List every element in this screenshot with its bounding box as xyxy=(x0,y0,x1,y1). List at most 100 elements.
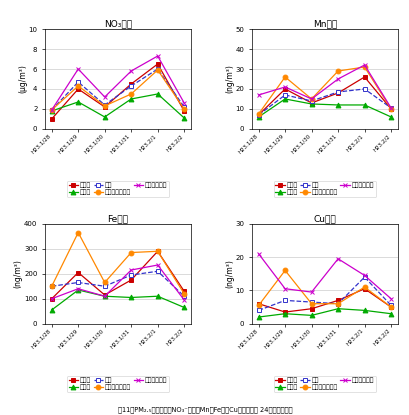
Legend: 泰大津, 富田林, 高石, 堪賃（大阪市）, 三宝（堂市）: 泰大津, 富田林, 高石, 堪賃（大阪市）, 三宝（堂市） xyxy=(67,376,169,392)
富田林 xyxy=(361,308,366,313)
富田林 xyxy=(76,100,81,105)
高石 xyxy=(102,284,107,289)
高石 xyxy=(388,105,393,110)
泰大津 xyxy=(76,86,81,91)
富田林 xyxy=(256,115,261,120)
高石 xyxy=(308,98,313,103)
Line: 富田林: 富田林 xyxy=(256,306,393,320)
三宝（堂市） xyxy=(128,68,133,73)
堪賃（大阪市） xyxy=(76,83,81,88)
三宝（堂市） xyxy=(49,107,54,112)
高石 xyxy=(181,294,186,299)
泰大津 xyxy=(282,310,287,315)
高石 xyxy=(335,90,340,95)
高石 xyxy=(155,269,160,274)
高石 xyxy=(128,273,133,278)
堪賃（大阪市） xyxy=(335,68,340,73)
堪賃（大阪市） xyxy=(102,103,107,108)
堪賃（大阪市） xyxy=(308,301,313,306)
三宝（堂市） xyxy=(76,286,81,291)
泰大津 xyxy=(155,249,160,254)
泰大津 xyxy=(335,298,340,303)
堪賃（大阪市） xyxy=(388,107,393,112)
Line: 泰大津: 泰大津 xyxy=(256,75,393,117)
富田林 xyxy=(335,103,340,107)
Y-axis label: (μg/m³): (μg/m³) xyxy=(18,65,27,93)
三宝（堂市） xyxy=(335,76,340,81)
高石 xyxy=(128,83,133,88)
三宝（堂市） xyxy=(361,273,366,278)
富田林 xyxy=(155,91,160,96)
高石 xyxy=(388,303,393,308)
富田林 xyxy=(181,305,186,310)
富田林 xyxy=(361,103,366,107)
堪賃（大阪市） xyxy=(155,249,160,254)
Y-axis label: (ng/m³): (ng/m³) xyxy=(225,65,234,93)
富田林 xyxy=(49,308,54,312)
Line: 泰大津: 泰大津 xyxy=(49,249,186,301)
高石 xyxy=(102,103,107,107)
堪賃（大阪市） xyxy=(335,301,340,306)
堪賃（大阪市） xyxy=(181,107,186,112)
泰大津 xyxy=(308,306,313,311)
Title: Mn濃度: Mn濃度 xyxy=(312,19,336,28)
Line: 富田林: 富田林 xyxy=(49,92,186,120)
三宝（堂市） xyxy=(388,296,393,301)
三宝（堂市） xyxy=(256,93,261,98)
泰大津 xyxy=(388,107,393,112)
Line: 泰大津: 泰大津 xyxy=(49,61,186,121)
富田林 xyxy=(102,294,107,299)
Line: 高石: 高石 xyxy=(256,275,393,313)
高石 xyxy=(49,107,54,112)
三宝（堂市） xyxy=(282,85,287,90)
Title: Fe濃度: Fe濃度 xyxy=(107,214,128,223)
富田林 xyxy=(49,108,54,113)
泰大津 xyxy=(256,301,261,306)
堪賃（大阪市） xyxy=(282,268,287,273)
堪賃（大阪市） xyxy=(256,303,261,308)
富田林 xyxy=(256,315,261,320)
Line: 三宝（堂市）: 三宝（堂市） xyxy=(256,63,393,110)
富田林 xyxy=(308,313,313,318)
堪賃（大阪市） xyxy=(49,284,54,289)
泰大津 xyxy=(49,296,54,301)
三宝（堂市） xyxy=(256,251,261,256)
高石 xyxy=(49,284,54,289)
泰大津 xyxy=(282,86,287,91)
Line: 富田林: 富田林 xyxy=(256,97,393,120)
Legend: 泰大津, 富田林, 高石, 堪賃（大阪市）, 三宝（堂市）: 泰大津, 富田林, 高石, 堪賃（大阪市）, 三宝（堂市） xyxy=(67,181,169,197)
泰大津 xyxy=(388,305,393,310)
高石 xyxy=(76,80,81,85)
堪賃（大阪市） xyxy=(308,96,313,101)
三宝（堂市） xyxy=(335,256,340,261)
三宝（堂市） xyxy=(308,290,313,295)
堪賃（大阪市） xyxy=(361,64,366,69)
富田林 xyxy=(128,295,133,300)
Line: 高石: 高石 xyxy=(49,269,186,299)
Line: 高石: 高石 xyxy=(256,87,393,117)
富田林 xyxy=(128,96,133,101)
高石 xyxy=(256,308,261,313)
堪賃（大阪市） xyxy=(361,285,366,290)
三宝（堂市） xyxy=(308,96,313,101)
Line: 堪賃（大阪市）: 堪賃（大阪市） xyxy=(49,68,186,112)
Line: 泰大津: 泰大津 xyxy=(256,286,393,315)
高石 xyxy=(76,280,81,285)
三宝（堂市） xyxy=(76,66,81,71)
富田林 xyxy=(102,115,107,120)
泰大津 xyxy=(49,117,54,122)
Y-axis label: (ng/m³): (ng/m³) xyxy=(13,259,22,288)
高石 xyxy=(181,105,186,110)
高石 xyxy=(256,112,261,117)
富田林 xyxy=(388,115,393,120)
高石 xyxy=(282,93,287,98)
泰大津 xyxy=(128,278,133,283)
三宝（堂市） xyxy=(388,105,393,110)
堪賃（大阪市） xyxy=(76,230,81,235)
高石 xyxy=(361,86,366,91)
泰大津 xyxy=(102,105,107,110)
堪賃（大阪市） xyxy=(388,305,393,310)
泰大津 xyxy=(308,100,313,105)
高石 xyxy=(155,66,160,71)
Line: 堪賃（大阪市）: 堪賃（大阪市） xyxy=(256,65,393,116)
